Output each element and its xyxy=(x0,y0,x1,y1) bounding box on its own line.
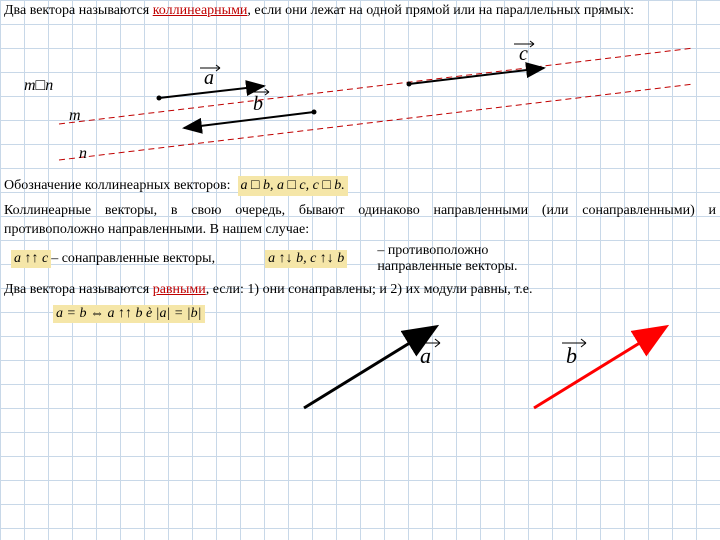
line-m xyxy=(59,48,694,124)
definition-paragraph: Два вектора называются коллинеарными, ес… xyxy=(4,2,716,20)
codirectional-text: – сонаправленные векторы, xyxy=(51,251,215,267)
diagram-collinear: m□n m n a b c xyxy=(4,20,716,170)
opposite-text: – противоположно направленные векторы. xyxy=(377,243,557,275)
def-prefix: Два вектора называются xyxy=(4,3,153,18)
opposite-formula: a ↑↓ b, c ↑↓ b xyxy=(265,250,347,268)
eq-label-b: b xyxy=(562,339,586,368)
notation-label: Обозначение коллинеарных векторов: xyxy=(4,178,231,193)
page-content: Два вектора называются коллинеарными, ес… xyxy=(0,0,720,420)
label-a: a xyxy=(200,65,220,89)
equal-formula-row: a = b ⇔ a ↑↑ b è |a| = |b| xyxy=(4,305,716,323)
label-mn: m□n xyxy=(24,77,53,94)
line-n xyxy=(59,84,694,160)
eq-prefix: Два вектора называются xyxy=(4,282,153,297)
svg-text:a: a xyxy=(204,67,214,89)
label-b: b xyxy=(249,89,269,115)
svg-text:a: a xyxy=(420,343,431,368)
vector-b xyxy=(184,112,314,128)
direction-row: a ↑↑ c – сонаправленные векторы, a ↑↓ b,… xyxy=(4,243,716,275)
codirectional-formula: a ↑↑ c xyxy=(11,250,51,268)
equal-formula: a = b ⇔ a ↑↑ b è |a| = |b| xyxy=(53,305,205,323)
label-m: m xyxy=(69,107,81,124)
eq-label-a: a xyxy=(416,339,440,368)
svg-text:b: b xyxy=(253,93,263,115)
notation-line: Обозначение коллинеарных векторов: a □ b… xyxy=(4,176,716,196)
vector-c xyxy=(409,68,544,84)
para-types: Коллинеарные векторы, в свою очередь, бы… xyxy=(4,202,716,238)
equal-vector-a xyxy=(304,328,434,408)
label-c: c xyxy=(514,41,534,65)
equal-vector-b xyxy=(534,328,664,408)
svg-text:b: b xyxy=(566,343,577,368)
equal-def: Два вектора называются равными, если: 1)… xyxy=(4,281,716,299)
def-keyword: коллинеарными xyxy=(153,3,248,18)
svg-text:c: c xyxy=(519,43,528,65)
label-n: n xyxy=(79,145,87,162)
eq-suffix: , если: 1) они сонаправлены; и 2) их мод… xyxy=(206,282,533,297)
diagram-equal: a b xyxy=(4,323,716,418)
def-suffix: , если они лежат на одной прямой или на … xyxy=(247,3,634,18)
notation-formula: a □ b, a □ c, c □ b. xyxy=(238,176,348,196)
eq-keyword: равными xyxy=(153,282,206,297)
